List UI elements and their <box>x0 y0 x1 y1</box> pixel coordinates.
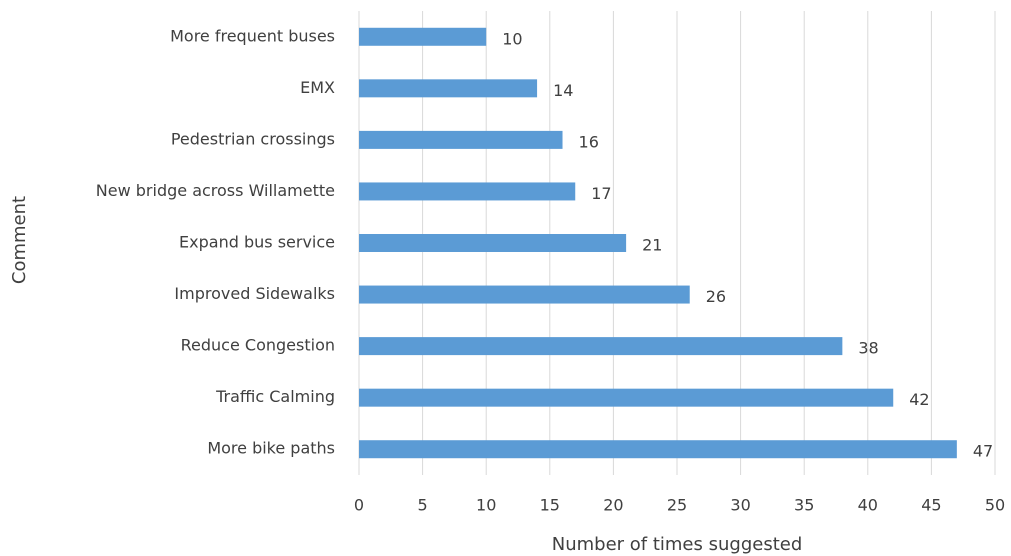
bar <box>359 27 487 46</box>
bar <box>359 337 843 356</box>
y-axis-title: Comment <box>9 196 30 284</box>
x-tick-label: 50 <box>985 496 1005 515</box>
y-tick-label: Pedestrian crossings <box>171 129 335 148</box>
y-tick-label: Improved Sidewalks <box>174 284 335 303</box>
x-tick-label: 5 <box>418 496 428 515</box>
y-tick-label: EMX <box>300 78 335 97</box>
data-label: 17 <box>591 184 611 203</box>
x-tick-label: 45 <box>921 496 941 515</box>
x-tick-label: 35 <box>794 496 814 515</box>
x-axis-title: Number of times suggested <box>552 534 803 555</box>
y-tick-label: More bike paths <box>207 439 335 458</box>
bar <box>359 388 894 407</box>
data-label: 42 <box>909 390 929 409</box>
y-tick-label: Reduce Congestion <box>181 336 335 355</box>
x-tick-label: 10 <box>476 496 496 515</box>
bar <box>359 234 627 252</box>
x-tick-label: 30 <box>730 496 750 515</box>
y-tick-label: New bridge across Willamette <box>96 181 335 200</box>
bar <box>359 79 538 98</box>
data-label: 26 <box>706 287 726 306</box>
data-label: 47 <box>973 442 993 461</box>
data-label: 10 <box>502 29 522 48</box>
bar <box>359 440 957 459</box>
y-tick-label: More frequent buses <box>170 26 335 45</box>
y-tick-label: Expand bus service <box>179 233 335 252</box>
y-tick-label: Traffic Calming <box>215 387 335 406</box>
x-tick-label: 0 <box>354 496 364 515</box>
x-tick-label: 25 <box>667 496 687 515</box>
x-tick-label: 15 <box>540 496 560 515</box>
data-label: 14 <box>553 81 573 100</box>
data-label: 21 <box>642 236 662 255</box>
x-tick-label: 40 <box>858 496 878 515</box>
data-label: 16 <box>579 132 599 151</box>
bar <box>359 182 576 201</box>
data-label: 38 <box>858 339 878 358</box>
bar <box>359 130 563 149</box>
bar <box>359 285 690 304</box>
x-tick-label: 20 <box>603 496 623 515</box>
